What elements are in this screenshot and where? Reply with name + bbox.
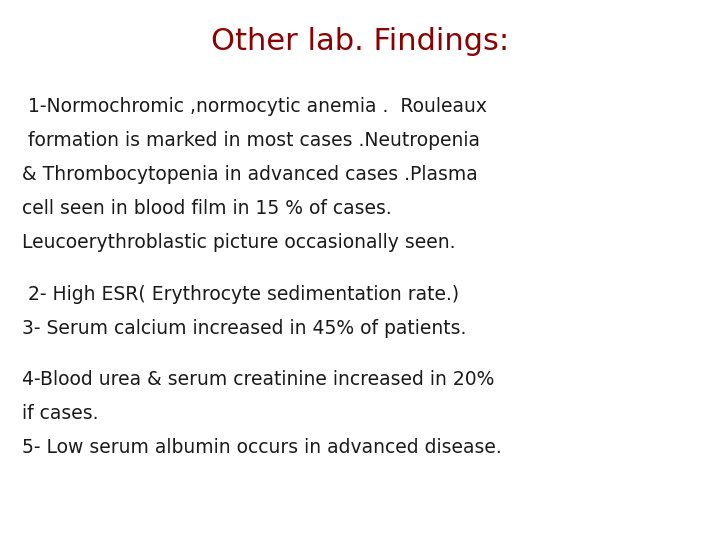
Text: cell seen in blood film in 15 % of cases.: cell seen in blood film in 15 % of cases… xyxy=(22,199,392,218)
Text: 5- Low serum albumin occurs in advanced disease.: 5- Low serum albumin occurs in advanced … xyxy=(22,438,501,457)
Text: 3- Serum calcium increased in 45% of patients.: 3- Serum calcium increased in 45% of pat… xyxy=(22,319,466,338)
Text: 4-Blood urea & serum creatinine increased in 20%: 4-Blood urea & serum creatinine increase… xyxy=(22,370,494,389)
Text: 1-Normochromic ,normocytic anemia .  Rouleaux: 1-Normochromic ,normocytic anemia . Roul… xyxy=(22,97,487,116)
Text: 2- High ESR( Erythrocyte sedimentation rate.): 2- High ESR( Erythrocyte sedimentation r… xyxy=(22,285,459,303)
Text: if cases.: if cases. xyxy=(22,404,98,423)
Text: Leucoerythroblastic picture occasionally seen.: Leucoerythroblastic picture occasionally… xyxy=(22,233,455,252)
Text: formation is marked in most cases .Neutropenia: formation is marked in most cases .Neutr… xyxy=(22,131,480,150)
Text: Other lab. Findings:: Other lab. Findings: xyxy=(211,27,509,56)
Text: & Thrombocytopenia in advanced cases .Plasma: & Thrombocytopenia in advanced cases .Pl… xyxy=(22,165,477,184)
